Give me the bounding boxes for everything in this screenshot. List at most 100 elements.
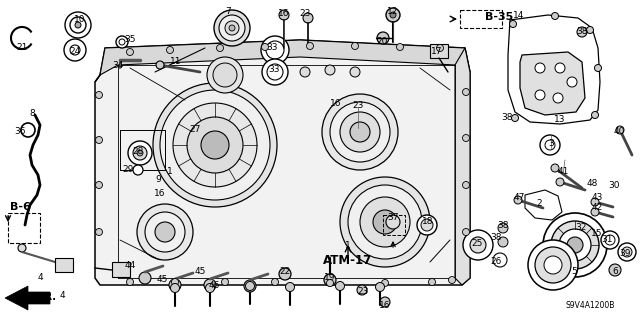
Text: 33: 33 xyxy=(268,65,280,75)
Text: 34: 34 xyxy=(112,61,124,70)
Bar xyxy=(112,262,130,277)
Text: 45: 45 xyxy=(156,276,168,285)
Text: 9: 9 xyxy=(155,175,161,184)
Text: 14: 14 xyxy=(513,11,525,19)
Circle shape xyxy=(543,213,607,277)
Circle shape xyxy=(586,26,593,33)
Text: B-35: B-35 xyxy=(485,12,513,22)
Circle shape xyxy=(421,219,433,231)
Bar xyxy=(8,213,40,243)
Polygon shape xyxy=(520,52,585,115)
Circle shape xyxy=(116,36,128,48)
Text: 35: 35 xyxy=(124,35,136,44)
Circle shape xyxy=(591,198,599,206)
Text: 16: 16 xyxy=(278,9,290,18)
Text: 43: 43 xyxy=(591,194,603,203)
Polygon shape xyxy=(430,44,448,58)
Circle shape xyxy=(545,140,555,150)
Circle shape xyxy=(381,279,388,286)
Circle shape xyxy=(551,164,559,172)
Text: 6: 6 xyxy=(612,268,618,277)
Circle shape xyxy=(463,88,470,95)
Circle shape xyxy=(567,237,583,253)
Text: ATM-17: ATM-17 xyxy=(323,254,372,266)
Circle shape xyxy=(95,228,102,235)
Circle shape xyxy=(535,90,545,100)
Text: 33: 33 xyxy=(266,43,278,53)
Circle shape xyxy=(139,272,151,284)
Circle shape xyxy=(591,208,599,216)
Circle shape xyxy=(376,283,385,292)
Circle shape xyxy=(605,235,615,245)
Circle shape xyxy=(357,285,367,295)
Polygon shape xyxy=(455,48,470,285)
Circle shape xyxy=(555,63,565,73)
Circle shape xyxy=(246,281,255,291)
Text: 16: 16 xyxy=(154,189,166,197)
Circle shape xyxy=(21,123,35,137)
Circle shape xyxy=(271,278,278,286)
Text: 48: 48 xyxy=(586,179,598,188)
Circle shape xyxy=(18,244,26,252)
Circle shape xyxy=(133,165,143,175)
Circle shape xyxy=(330,102,390,162)
Text: 32: 32 xyxy=(575,224,587,233)
Text: 30: 30 xyxy=(608,182,620,190)
Text: 19: 19 xyxy=(324,273,336,283)
Circle shape xyxy=(119,39,125,45)
Text: 41: 41 xyxy=(557,167,569,176)
Circle shape xyxy=(591,112,598,118)
Circle shape xyxy=(386,8,400,22)
Circle shape xyxy=(205,284,214,293)
Text: 45: 45 xyxy=(195,268,205,277)
Text: 22: 22 xyxy=(280,268,291,277)
Circle shape xyxy=(417,215,437,235)
Text: 23: 23 xyxy=(352,100,364,109)
Polygon shape xyxy=(95,40,470,285)
Circle shape xyxy=(540,135,560,155)
Text: 37: 37 xyxy=(387,213,399,222)
Text: 5: 5 xyxy=(571,268,577,277)
Polygon shape xyxy=(5,286,50,310)
Circle shape xyxy=(373,210,397,234)
Text: 10: 10 xyxy=(74,16,86,25)
Text: 39: 39 xyxy=(620,249,631,257)
Text: FR.: FR. xyxy=(38,292,56,302)
Bar xyxy=(383,215,405,235)
Circle shape xyxy=(216,44,223,51)
Circle shape xyxy=(244,280,256,292)
Circle shape xyxy=(326,279,333,286)
Text: 38: 38 xyxy=(501,114,513,122)
Circle shape xyxy=(616,126,624,134)
Circle shape xyxy=(552,12,559,19)
Text: 16: 16 xyxy=(380,301,391,310)
Circle shape xyxy=(65,12,91,38)
Text: 23: 23 xyxy=(300,9,310,18)
Circle shape xyxy=(595,64,602,71)
Circle shape xyxy=(324,274,336,286)
Circle shape xyxy=(325,65,335,75)
Circle shape xyxy=(556,178,564,186)
Text: 25: 25 xyxy=(471,240,483,249)
Circle shape xyxy=(156,61,164,69)
Circle shape xyxy=(70,45,80,55)
Circle shape xyxy=(559,229,591,261)
Circle shape xyxy=(449,277,456,284)
Circle shape xyxy=(213,63,237,87)
Circle shape xyxy=(340,177,430,267)
Circle shape xyxy=(153,83,277,207)
Circle shape xyxy=(160,90,270,200)
Circle shape xyxy=(173,103,257,187)
Circle shape xyxy=(618,243,636,261)
Circle shape xyxy=(436,44,444,51)
Circle shape xyxy=(137,150,143,156)
Text: 2: 2 xyxy=(536,198,542,207)
Circle shape xyxy=(201,131,229,159)
Circle shape xyxy=(170,284,179,293)
Circle shape xyxy=(609,264,621,276)
Circle shape xyxy=(214,10,250,46)
Circle shape xyxy=(511,115,518,122)
Circle shape xyxy=(553,93,563,103)
Circle shape xyxy=(360,197,410,247)
Circle shape xyxy=(279,10,289,20)
